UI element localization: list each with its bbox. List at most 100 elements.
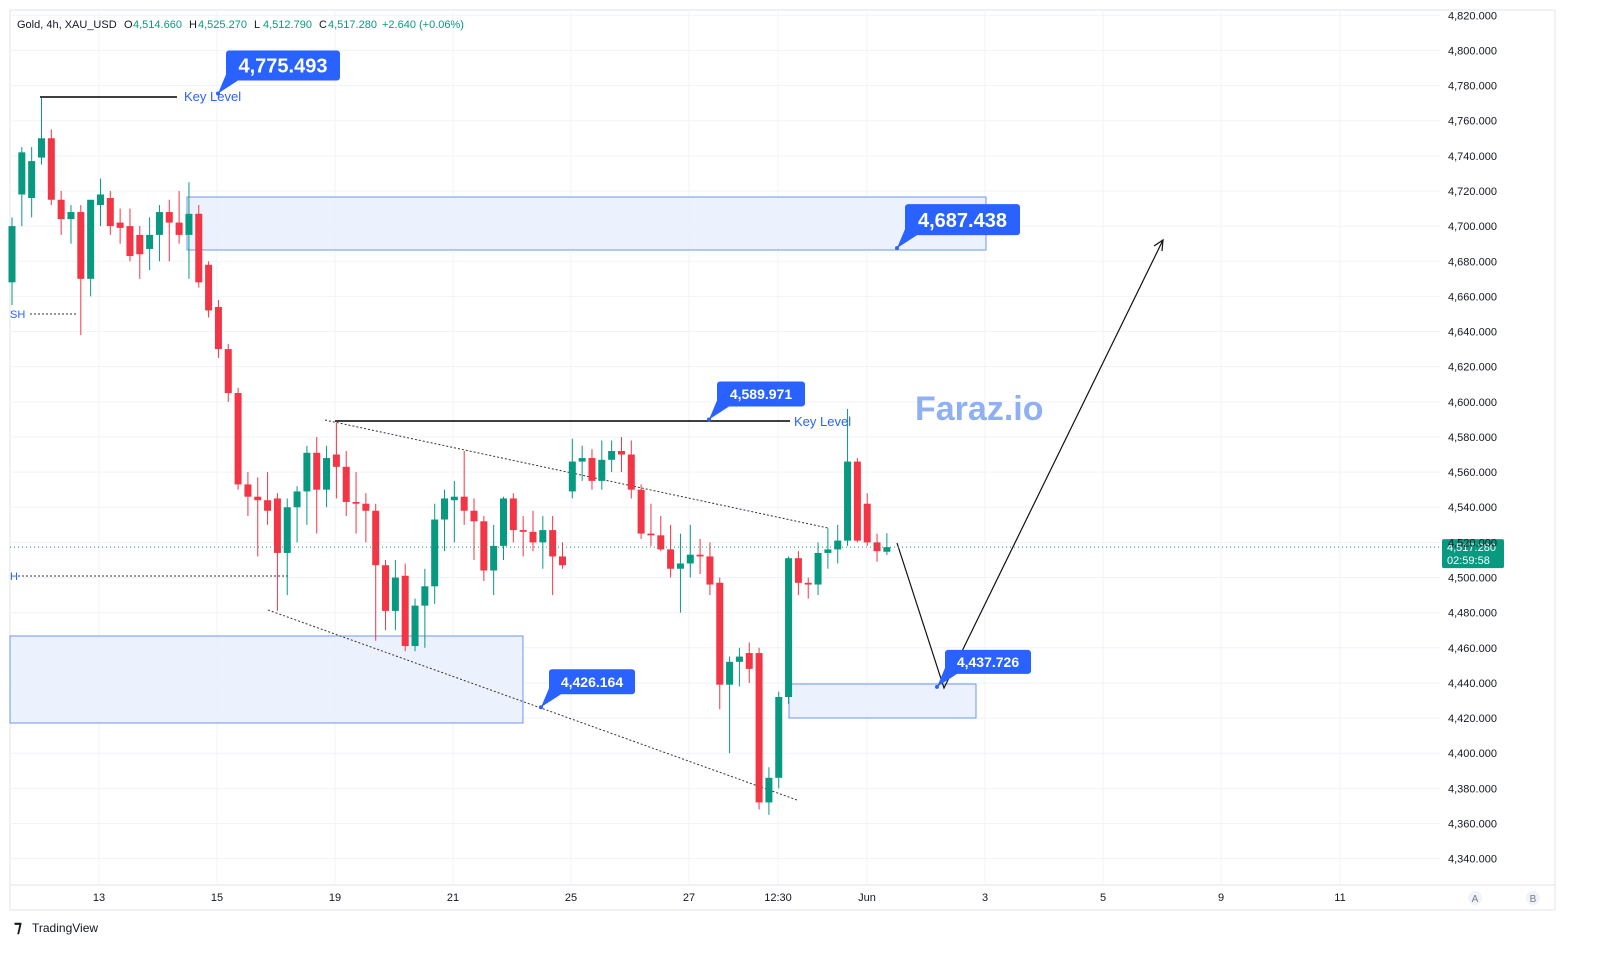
candle-body <box>785 558 793 697</box>
candle-body <box>195 213 203 283</box>
candle-body <box>460 496 468 511</box>
x-tick-label: 9 <box>1218 892 1224 904</box>
countdown: 02:59:58 <box>1447 555 1490 567</box>
x-tick-label: 21 <box>447 892 459 904</box>
candle-body <box>667 549 675 569</box>
candle-body <box>303 452 311 492</box>
candle-body <box>382 565 390 611</box>
side-label: SH <box>10 309 25 321</box>
candle-body <box>441 498 449 520</box>
candle-body <box>254 496 262 501</box>
change: +2.640 (+0.06%) <box>382 19 464 31</box>
callout-box <box>549 669 635 695</box>
candle-body <box>146 234 154 249</box>
price-tag-label: 4,517.280 <box>1447 542 1496 554</box>
candle-body <box>47 138 55 200</box>
candle-body <box>18 152 26 195</box>
callout-label: 4,589.971 <box>730 386 792 402</box>
callout-box <box>905 204 1020 236</box>
symbol: Gold, 4h, XAU_USD <box>17 19 117 31</box>
y-tick-label: 4,640.000 <box>1448 327 1497 339</box>
callout-label: 4,687.438 <box>918 210 1007 232</box>
candle-body <box>716 582 724 685</box>
y-tick-label: 4,700.000 <box>1448 221 1497 233</box>
candle-body <box>67 212 75 220</box>
candle-body <box>77 212 85 279</box>
x-tick-label: 3 <box>982 892 988 904</box>
zone <box>9 635 524 724</box>
y-tick-label: 4,460.000 <box>1448 643 1497 655</box>
callout-anchor <box>216 91 220 96</box>
candle-body <box>332 454 340 467</box>
candle-body <box>500 498 507 546</box>
candle-body <box>136 234 144 255</box>
ohlc-key: H <box>189 19 197 31</box>
ohlc-value: 4,512.790 <box>263 19 312 31</box>
x-tick-label: 13 <box>93 892 105 904</box>
x-tick-label: 15 <box>211 892 223 904</box>
ohlc-key: L <box>254 19 260 31</box>
candle-body <box>28 161 36 199</box>
candle-body <box>244 484 252 497</box>
candle-body <box>598 459 606 481</box>
price-tag <box>1442 539 1504 569</box>
candle-body <box>578 458 586 462</box>
candle-body <box>362 503 370 511</box>
candle-body <box>804 582 812 585</box>
y-tick-label: 4,680.000 <box>1448 256 1497 268</box>
candle-body <box>490 545 498 571</box>
x-tick-label: 27 <box>683 892 695 904</box>
candle-body <box>165 212 173 223</box>
scale-button[interactable] <box>1526 891 1540 905</box>
frame <box>9 9 1556 911</box>
scale-button-label[interactable]: B <box>1530 894 1537 905</box>
candle-body <box>421 586 429 606</box>
candle-body <box>824 549 832 553</box>
arrow-head <box>1153 238 1164 252</box>
y-tick-label: 4,720.000 <box>1448 186 1497 198</box>
y-tick-label: 4,440.000 <box>1448 678 1497 690</box>
candle-body <box>706 556 714 585</box>
candle-body <box>411 605 419 647</box>
candle-body <box>106 198 114 227</box>
candle-body <box>155 212 163 235</box>
candle-body <box>549 530 557 557</box>
y-tick-label: 4,820.000 <box>1448 10 1497 22</box>
x-tick-label: 25 <box>565 892 577 904</box>
candle-body <box>450 496 458 501</box>
candle-body <box>883 547 891 552</box>
candle-body <box>844 461 852 541</box>
candle-body <box>372 510 380 566</box>
ohlc-value: 4,517.280 <box>328 19 377 31</box>
callout-label: 4,775.493 <box>239 56 328 78</box>
callout-label: 4,437.726 <box>957 654 1019 670</box>
candle-body <box>755 653 763 803</box>
candle-body <box>529 531 537 543</box>
candle-body <box>470 510 478 522</box>
key-level-label: Key Level <box>794 414 851 429</box>
x-tick-label: 19 <box>329 892 341 904</box>
candle-body <box>814 552 822 585</box>
callout-anchor <box>895 246 899 251</box>
y-tick-label: 4,620.000 <box>1448 362 1497 374</box>
ohlc-value: 4,514.660 <box>133 19 182 31</box>
candle-body <box>775 696 783 778</box>
candle-body <box>313 452 321 490</box>
y-tick-label: 4,660.000 <box>1448 291 1497 303</box>
scale-button[interactable] <box>1468 891 1482 905</box>
y-tick-label: 4,760.000 <box>1448 116 1497 128</box>
x-tick-label: 12:30 <box>764 892 792 904</box>
candle-body <box>726 661 734 685</box>
y-tick-label: 4,480.000 <box>1448 608 1497 620</box>
candle-body <box>126 226 134 256</box>
y-tick-label: 4,340.000 <box>1448 854 1497 866</box>
candle-body <box>283 507 291 553</box>
candle-body <box>863 503 871 543</box>
zone <box>186 196 987 251</box>
candle-body <box>37 138 45 158</box>
logo-mark: ⁊ <box>14 919 22 936</box>
callout-box <box>717 381 805 407</box>
y-tick-label: 4,500.000 <box>1448 573 1497 585</box>
scale-button-label[interactable]: A <box>1472 894 1479 905</box>
